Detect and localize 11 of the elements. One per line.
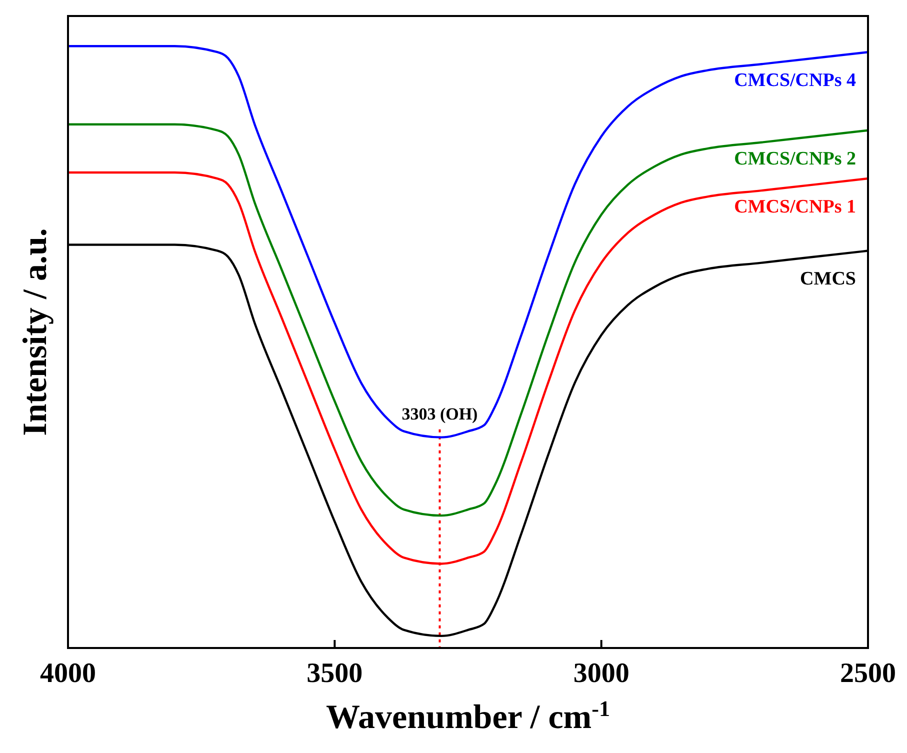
ref-line-label: 3303 (OH)	[402, 404, 478, 424]
series-label: CMCS/CNPs 4	[734, 70, 856, 92]
x-axis-title: Wavenumber / cm$^{-1}$	[326, 696, 610, 736]
x-tick-label: 3000	[573, 658, 630, 689]
series-label: CMCS/CNPs 2	[734, 148, 856, 170]
series-label: CMCS	[800, 268, 856, 290]
x-tick-label: 4000	[40, 658, 96, 689]
x-tick-label: 2500	[840, 658, 896, 689]
y-axis-title: Intensity / a.u.	[17, 228, 54, 436]
x-tick-label: 3500	[306, 658, 363, 689]
series-label: CMCS/CNPs 1	[734, 196, 856, 218]
